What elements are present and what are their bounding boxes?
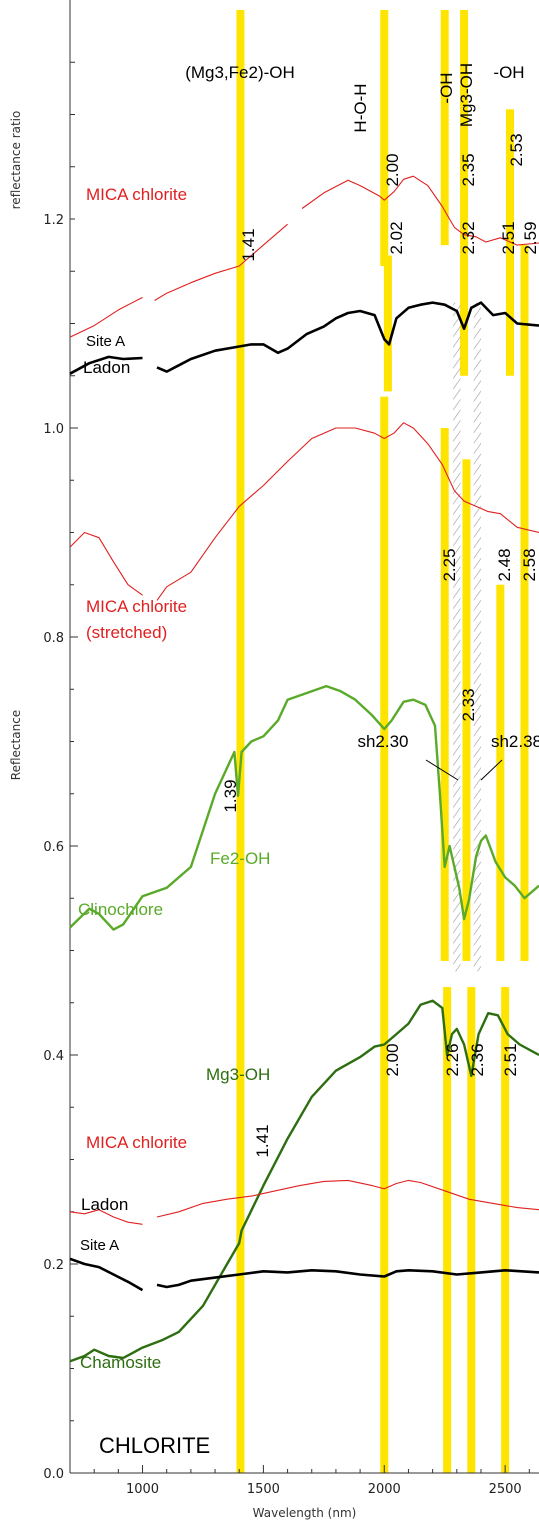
series-2 (69, 422, 539, 601)
band-value-label-17: 1.41 (253, 1124, 272, 1157)
band-value-label-1: 2.00 (383, 153, 402, 186)
series-label-7: Ladon (81, 1195, 128, 1214)
band-value-label-14: 2.26 (443, 1043, 462, 1076)
spectra (69, 175, 539, 1363)
x-tick-label-1: 1500 (247, 1482, 280, 1497)
ratio-tick-label-1: 1.2 (43, 213, 64, 228)
series-1-segment-0 (69, 355, 143, 375)
band-9 (467, 987, 476, 1473)
series-0-segment-2 (301, 175, 539, 246)
series-0-segment-1 (154, 223, 288, 301)
band-value-label-12: 1.39 (221, 779, 240, 812)
annotation-mg3oh: Mg3-OH (206, 1065, 270, 1084)
band-header-label-2: -OH (437, 72, 456, 103)
band-value-label-13: 2.00 (383, 1043, 402, 1076)
series-5-segment-1 (156, 1179, 539, 1218)
annotation-sh230-leader (425, 759, 459, 781)
series-label-6: MICA chlorite (86, 1133, 187, 1152)
series-3 (69, 684, 539, 931)
band-value-label-16: 2.51 (501, 1043, 520, 1076)
series-label-8: Site A (80, 1237, 119, 1254)
series-5 (69, 1179, 539, 1225)
x-tick-label-3: 2500 (489, 1482, 522, 1497)
series-2-segment-0 (69, 531, 143, 596)
series-3-segment-0 (69, 684, 539, 931)
y-tick-label-0: 0.0 (43, 1467, 64, 1482)
series-label-0: MICA chlorite (86, 185, 187, 204)
hatch-region-0 (453, 302, 461, 972)
band-value-label-4: 2.32 (459, 221, 478, 254)
series-6 (69, 1257, 539, 1292)
band-13 (520, 245, 529, 961)
x-tick-label-2: 2000 (368, 1482, 401, 1497)
x-tick-label-0: 1000 (126, 1482, 159, 1497)
band-header-label-3: Mg3-OH (457, 63, 476, 127)
series-label-3: MICA chlorite (86, 597, 187, 616)
series-1-segment-1 (156, 301, 539, 373)
series-label-1: Site A (86, 333, 125, 350)
band-value-label-0: 1.41 (239, 228, 258, 261)
series-label-5: Clinochlore (78, 900, 163, 919)
band-10 (496, 584, 505, 961)
band-8 (462, 459, 471, 961)
band-value-label-11: 2.33 (459, 688, 478, 721)
band-7 (460, 10, 469, 376)
band-value-label-8: 2.25 (440, 548, 459, 581)
series-4 (69, 999, 539, 1363)
series-label-9: Chamosite (80, 1353, 161, 1372)
band-1 (380, 10, 389, 267)
band-11 (501, 987, 510, 1473)
band-0 (236, 10, 245, 1473)
band-header-label-1: H-O-H (351, 83, 370, 132)
y-tick-label-1: 0.2 (43, 1258, 64, 1273)
hatch-regions (453, 302, 481, 972)
chart-title: CHLORITE (99, 1433, 210, 1458)
annotation-sh238: sh2.38 (491, 732, 539, 751)
labels: (Mg3,Fe2)-OHH-O-H -OH Mg3-OH -OH1.412.002.0… (78, 63, 539, 1458)
series-6-segment-1 (156, 1269, 539, 1289)
band-value-label-3: 2.35 (459, 153, 478, 186)
y-tick-label-2: 0.4 (43, 1049, 64, 1064)
band-2 (380, 396, 389, 1473)
band-value-label-10: 2.58 (520, 548, 539, 581)
y-axis-title: Reflectance (9, 710, 23, 780)
series-2-segment-1 (156, 422, 539, 601)
y-tick-label-5: 1.0 (43, 422, 64, 437)
band-value-label-6: 2.51 (499, 221, 518, 254)
band-value-label-15: 2.36 (468, 1043, 487, 1076)
band-value-label-7: 2.59 (521, 221, 539, 254)
band-header-label-4: -OH (493, 63, 524, 82)
annotation-sh238-leader (480, 759, 503, 781)
band-value-label-9: 2.48 (495, 548, 514, 581)
series-5-segment-0 (69, 1209, 143, 1225)
band-6 (443, 987, 452, 1473)
series-6-segment-0 (69, 1257, 144, 1292)
series-1 (69, 301, 539, 375)
annotation-sh230: sh2.30 (357, 732, 408, 751)
series-0 (69, 175, 539, 338)
series-label-4: (stretched) (86, 623, 167, 642)
band-value-label-2: 2.02 (387, 221, 406, 254)
band-5 (440, 428, 449, 961)
band-value-label-5: 2.53 (507, 133, 526, 166)
y-ratio-axis-title: reflectance ratio (9, 111, 23, 210)
series-label-2: Ladon (83, 358, 130, 377)
y-tick-label-4: 0.8 (43, 631, 64, 646)
band-header-label-0: (Mg3,Fe2)-OH (185, 63, 295, 82)
series-0-segment-0 (69, 296, 143, 338)
annotation-fe2oh: Fe2-OH (210, 849, 270, 868)
band-4 (440, 10, 449, 246)
series-4-segment-0 (69, 999, 539, 1363)
x-axis-title: Wavelength (nm) (253, 1506, 357, 1520)
band-3 (383, 255, 392, 392)
y-tick-label-3: 0.6 (43, 840, 64, 855)
hatch-region-1 (473, 302, 481, 972)
axes: 1000 1500 2000 2500 0.0 0.2 0.4 0.6 0.8 1.0 1.2 Wav… (9, 0, 539, 1520)
